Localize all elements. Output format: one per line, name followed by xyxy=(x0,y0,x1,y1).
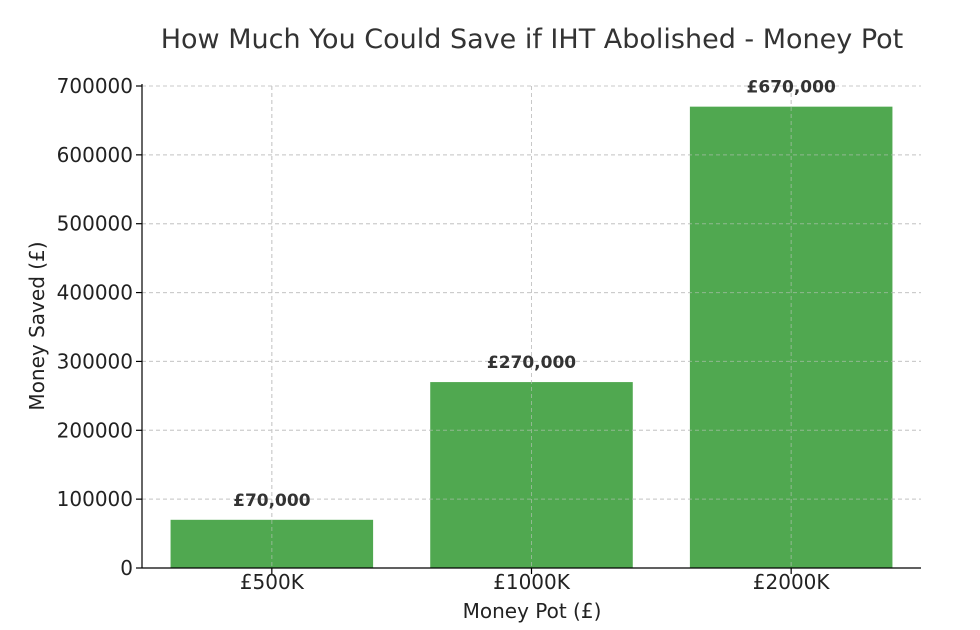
bar xyxy=(689,106,893,569)
y-tick-label: 500000 xyxy=(57,212,133,236)
y-tick-label: 200000 xyxy=(57,418,133,442)
bar-value-label: £270,000 xyxy=(487,353,576,373)
labels-layer: 0 100000 200000 300000 400000 500000 600000 700… xyxy=(57,74,836,594)
y-tick-label: 400000 xyxy=(57,281,133,305)
x-axis-label: Money Pot (£) xyxy=(463,599,602,623)
x-tick-label: £500K xyxy=(240,570,305,594)
bar-value-label: £670,000 xyxy=(747,78,836,98)
x-tick-label: £1000K xyxy=(493,570,571,594)
y-axis-label: Money Saved (£) xyxy=(25,241,49,410)
y-tick-label: 700000 xyxy=(57,74,133,98)
y-tick-label: 300000 xyxy=(57,349,133,373)
bar-value-label: £70,000 xyxy=(233,491,311,511)
y-tick-label: 100000 xyxy=(57,487,133,511)
y-tick-label: 600000 xyxy=(57,143,133,167)
bars-layer xyxy=(142,85,921,569)
axes-layer xyxy=(136,84,921,574)
chart-title: How Much You Could Save if IHT Abolished… xyxy=(161,24,904,55)
x-tick-label: £2000K xyxy=(753,570,831,594)
y-tick-label: 0 xyxy=(120,556,133,580)
